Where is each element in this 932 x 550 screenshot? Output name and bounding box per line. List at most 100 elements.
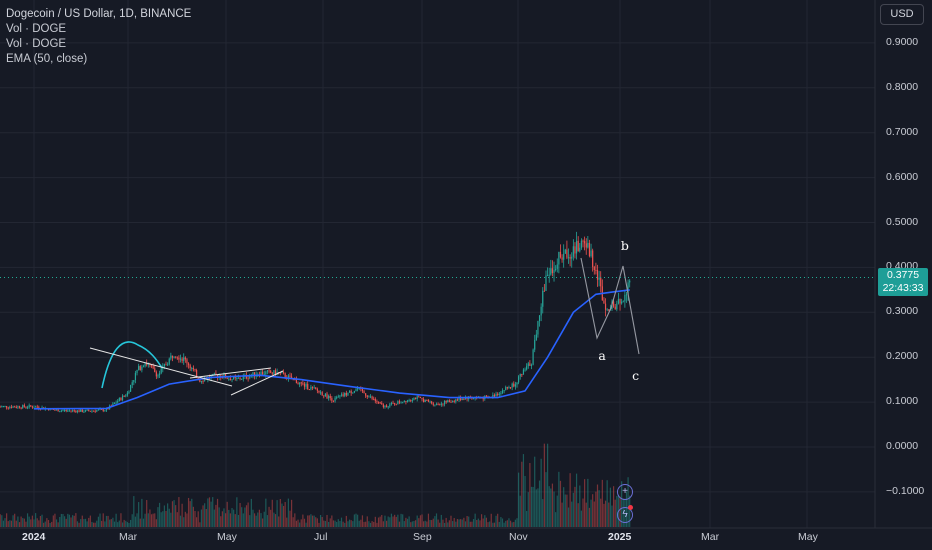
volume-bar <box>65 518 67 527</box>
cup-arc-drawing[interactable] <box>101 341 163 389</box>
ema-indicator-label[interactable]: EMA (50, close) <box>6 53 88 65</box>
candle-body <box>329 395 331 399</box>
volume-bar <box>319 514 322 527</box>
volume-bar <box>331 515 333 527</box>
volume-bar <box>274 514 277 527</box>
candle-body <box>72 410 74 412</box>
trendline-upper[interactable] <box>89 347 233 387</box>
candle-body <box>546 275 549 277</box>
candle-body <box>28 405 30 408</box>
time-tick-label: Nov <box>509 531 528 543</box>
volume-bar <box>532 486 534 527</box>
wave-label-c[interactable]: c <box>632 368 640 384</box>
volume-bar <box>328 521 330 527</box>
candle-body <box>63 409 66 411</box>
wave-label-a[interactable]: a <box>598 348 606 364</box>
candle-body <box>213 373 215 375</box>
candle-body <box>331 398 333 401</box>
candle-body <box>435 403 438 405</box>
candle-body <box>18 406 21 408</box>
candle-body <box>268 370 270 372</box>
candle-body <box>67 410 69 412</box>
volume-bar <box>138 502 140 527</box>
candle-body <box>194 369 196 371</box>
candle-body <box>233 376 235 380</box>
volume-bar <box>445 517 447 527</box>
volume-bar <box>382 521 384 527</box>
volume-bar <box>97 516 99 527</box>
volume-indicator-label[interactable]: Vol · DOGE <box>6 23 67 35</box>
lightning-icon[interactable]: ϟ <box>617 507 633 523</box>
volume-bar <box>47 520 50 527</box>
volume-bar <box>556 495 558 527</box>
volume-bar <box>469 521 471 527</box>
volume-bar <box>178 497 180 527</box>
candle-body <box>526 366 528 370</box>
candle-body <box>30 405 32 407</box>
candle-body <box>97 409 99 411</box>
volume-bar <box>133 496 135 527</box>
volume-bar <box>171 501 174 527</box>
volume-bar <box>310 514 312 527</box>
volume-bar <box>14 513 16 527</box>
candle-body <box>55 409 58 411</box>
volume-bar <box>279 498 281 527</box>
candle-body <box>75 410 77 413</box>
volume-bar <box>23 518 25 527</box>
volume-bar <box>73 515 75 527</box>
volume-bar <box>175 505 177 527</box>
volume-bar <box>376 522 378 527</box>
volume-bar <box>313 515 315 527</box>
candle-body <box>92 410 95 412</box>
candle-body <box>371 396 373 399</box>
candle-body <box>506 387 508 389</box>
volume-bar <box>78 522 80 527</box>
candle-body <box>326 393 328 399</box>
trendline-lower[interactable] <box>230 370 284 396</box>
volume-bar <box>339 521 341 527</box>
volume-bar <box>387 516 389 527</box>
currency-button[interactable]: USD <box>880 4 924 25</box>
candle-body <box>498 393 500 395</box>
candle-body <box>295 379 298 384</box>
candle-body <box>381 403 383 405</box>
volume-bar <box>99 513 101 527</box>
candle-body <box>234 376 236 379</box>
volume-bar <box>173 500 175 527</box>
time-tick-label: May <box>798 531 818 543</box>
volume-bar <box>392 516 394 527</box>
candle-body <box>432 403 434 405</box>
volume-bar <box>247 502 249 527</box>
candle-body <box>400 402 402 404</box>
volume-bar <box>418 518 420 527</box>
candle-body <box>2 406 5 408</box>
plus-circle-icon[interactable]: + <box>617 484 633 500</box>
volume-bar <box>497 513 499 527</box>
candle-body <box>613 301 615 307</box>
candle-body <box>361 388 364 392</box>
candle-body <box>196 370 198 378</box>
volume-bar <box>405 517 407 527</box>
abc-wave-drawing[interactable] <box>580 257 640 355</box>
symbol-title[interactable]: Dogecoin / US Dollar, 1D, BINANCE <box>6 8 192 20</box>
volume-bar <box>155 519 157 527</box>
volume-bar <box>530 486 533 527</box>
candle-body <box>339 395 341 397</box>
candle-body <box>179 358 182 360</box>
volume-indicator-label-2[interactable]: Vol · DOGE <box>6 38 67 50</box>
volume-bar <box>271 499 273 527</box>
time-tick-label: Sep <box>413 531 432 543</box>
candle-body <box>447 400 449 403</box>
candle-body <box>355 389 357 391</box>
volume-bar <box>516 518 518 527</box>
candle-body <box>315 387 317 390</box>
wave-label-b[interactable]: b <box>620 238 629 254</box>
trendline-top[interactable] <box>189 367 272 379</box>
candle-body <box>421 397 423 400</box>
candle-body <box>289 375 291 377</box>
volume-bar <box>440 514 442 527</box>
candle-body <box>334 397 336 402</box>
drawing-tools[interactable] <box>89 257 640 396</box>
volume-bar <box>130 519 132 527</box>
